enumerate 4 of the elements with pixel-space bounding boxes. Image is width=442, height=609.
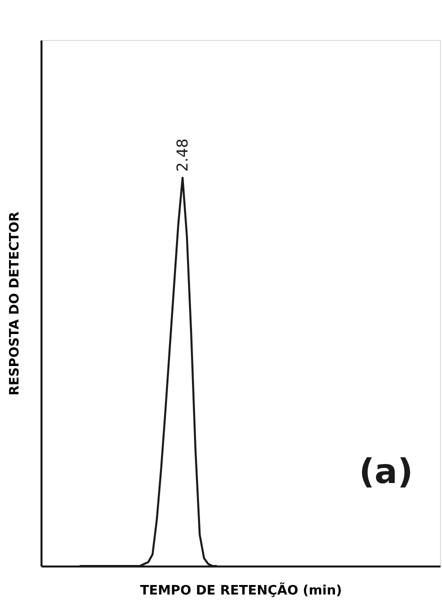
annotation: 2.48 xyxy=(174,138,192,172)
y-axis-title: RESPOSTA DO DETECTOR xyxy=(8,212,22,396)
x-axis-title: TEMPO DE RETENÇÃO (min) xyxy=(140,582,342,598)
annotation: (a) xyxy=(358,452,413,492)
